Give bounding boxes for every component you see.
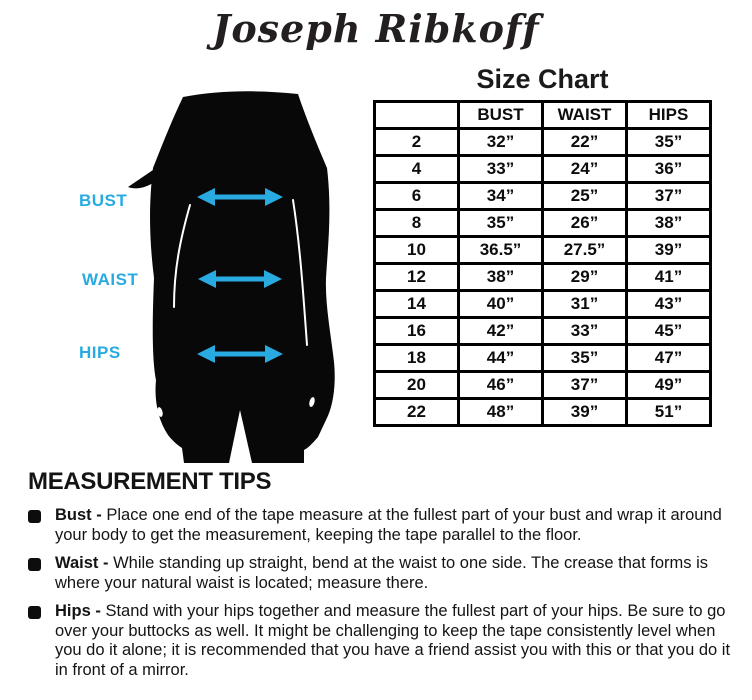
size-cell: 20 xyxy=(373,370,460,400)
table-row: 2 32” 22” 35” xyxy=(373,127,712,157)
measurement-cell: 25” xyxy=(541,181,628,211)
table-row: 20 46” 37” 49” xyxy=(373,370,712,400)
measurement-cell: 47” xyxy=(625,343,712,373)
table-row: 14 40” 31” 43” xyxy=(373,289,712,319)
waist-label: WAIST xyxy=(82,270,139,289)
measurement-cell: 43” xyxy=(625,289,712,319)
table-row: 22 48” 39” 51” xyxy=(373,397,712,427)
bust-label: BUST xyxy=(79,191,128,210)
measurement-cell: 41” xyxy=(625,262,712,292)
measurement-cell: 38” xyxy=(457,262,544,292)
waist-arrow-icon xyxy=(198,270,282,288)
body-measurement-diagram xyxy=(120,80,360,470)
square-bullet-icon xyxy=(28,510,41,523)
column-header: WAIST xyxy=(541,100,628,130)
measurement-cell: 33” xyxy=(541,316,628,346)
measurement-cell: 22” xyxy=(541,127,628,157)
measurement-cell: 36” xyxy=(625,154,712,184)
measurement-cell: 36.5” xyxy=(457,235,544,265)
tip-text: Hips - Stand with your hips together and… xyxy=(55,602,731,679)
tip-bust: Bust - Place one end of the tape measure… xyxy=(28,506,734,545)
hips-arrow-icon xyxy=(197,345,283,363)
measurement-cell: 33” xyxy=(457,154,544,184)
measurement-cell: 45” xyxy=(625,316,712,346)
tip-waist: Waist - While standing up straight, bend… xyxy=(28,554,734,593)
table-row: 4 33” 24” 36” xyxy=(373,154,712,184)
measurement-cell: 35” xyxy=(457,208,544,238)
measurement-cell: 26” xyxy=(541,208,628,238)
size-cell: 14 xyxy=(373,289,460,319)
column-header: BUST xyxy=(457,100,544,130)
bust-arrow-icon xyxy=(197,188,283,206)
table-row: 12 38” 29” 41” xyxy=(373,262,712,292)
hair-strand xyxy=(128,170,156,189)
measurement-cell: 38” xyxy=(625,208,712,238)
tip-text: Bust - Place one end of the tape measure… xyxy=(55,506,722,544)
size-cell: 6 xyxy=(373,181,460,211)
right-contour-line xyxy=(292,199,308,346)
header-row: BUST WAIST HIPS xyxy=(373,100,712,130)
size-cell: 8 xyxy=(373,208,460,238)
measurement-cell: 34” xyxy=(457,181,544,211)
size-chart-title: Size Chart xyxy=(476,64,609,94)
measurement-tips-list: Bust - Place one end of the tape measure… xyxy=(28,506,734,680)
brand-logo: Joseph Ribkoff xyxy=(212,6,540,51)
measurement-cell: 29” xyxy=(541,262,628,292)
table-row: 16 42” 33” 45” xyxy=(373,316,712,346)
measurement-cell: 42” xyxy=(457,316,544,346)
right-hand-highlight xyxy=(309,397,315,407)
table-row: 8 35” 26” 38” xyxy=(373,208,712,238)
tip-text: Waist - While standing up straight, bend… xyxy=(55,554,709,592)
measurement-tips-title: MEASUREMENT TIPS xyxy=(28,468,272,495)
size-chart-table: BUST WAIST HIPS 2 32” 22” 35” 4 33” 24” 36” 6 34” 25… xyxy=(373,100,712,427)
table-row: 6 34” 25” 37” xyxy=(373,181,712,211)
measurement-cell: 49” xyxy=(625,370,712,400)
size-cell: 16 xyxy=(373,316,460,346)
measurement-cell: 37” xyxy=(625,181,712,211)
measurement-cell: 51” xyxy=(625,397,712,427)
size-cell: 12 xyxy=(373,262,460,292)
left-contour-line xyxy=(173,204,191,308)
measurement-cell: 31” xyxy=(541,289,628,319)
size-cell: 22 xyxy=(373,397,460,427)
square-bullet-icon xyxy=(28,558,41,571)
measurement-cell: 24” xyxy=(541,154,628,184)
size-cell: 10 xyxy=(373,235,460,265)
square-bullet-icon xyxy=(28,606,41,619)
size-cell: 18 xyxy=(373,343,460,373)
measurement-cell: 35” xyxy=(541,343,628,373)
column-header: HIPS xyxy=(625,100,712,130)
measurement-cell: 40” xyxy=(457,289,544,319)
measurement-cell: 44” xyxy=(457,343,544,373)
measurement-cell: 32” xyxy=(457,127,544,157)
measurement-cell: 39” xyxy=(541,397,628,427)
size-cell: 4 xyxy=(373,154,460,184)
measurement-cell: 35” xyxy=(625,127,712,157)
hips-label: HIPS xyxy=(79,343,121,362)
measurement-cell: 48” xyxy=(457,397,544,427)
size-cell: 2 xyxy=(373,127,460,157)
left-hand-highlight xyxy=(157,407,163,417)
measurement-cell: 27.5” xyxy=(541,235,628,265)
measurement-cell: 39” xyxy=(625,235,712,265)
column-header xyxy=(373,100,460,130)
measurement-cell: 46” xyxy=(457,370,544,400)
table-row: 18 44” 35” 47” xyxy=(373,343,712,373)
woman-silhouette-icon xyxy=(128,91,335,464)
table-row: 10 36.5” 27.5” 39” xyxy=(373,235,712,265)
measurement-cell: 37” xyxy=(541,370,628,400)
tip-hips: Hips - Stand with your hips together and… xyxy=(28,602,734,680)
